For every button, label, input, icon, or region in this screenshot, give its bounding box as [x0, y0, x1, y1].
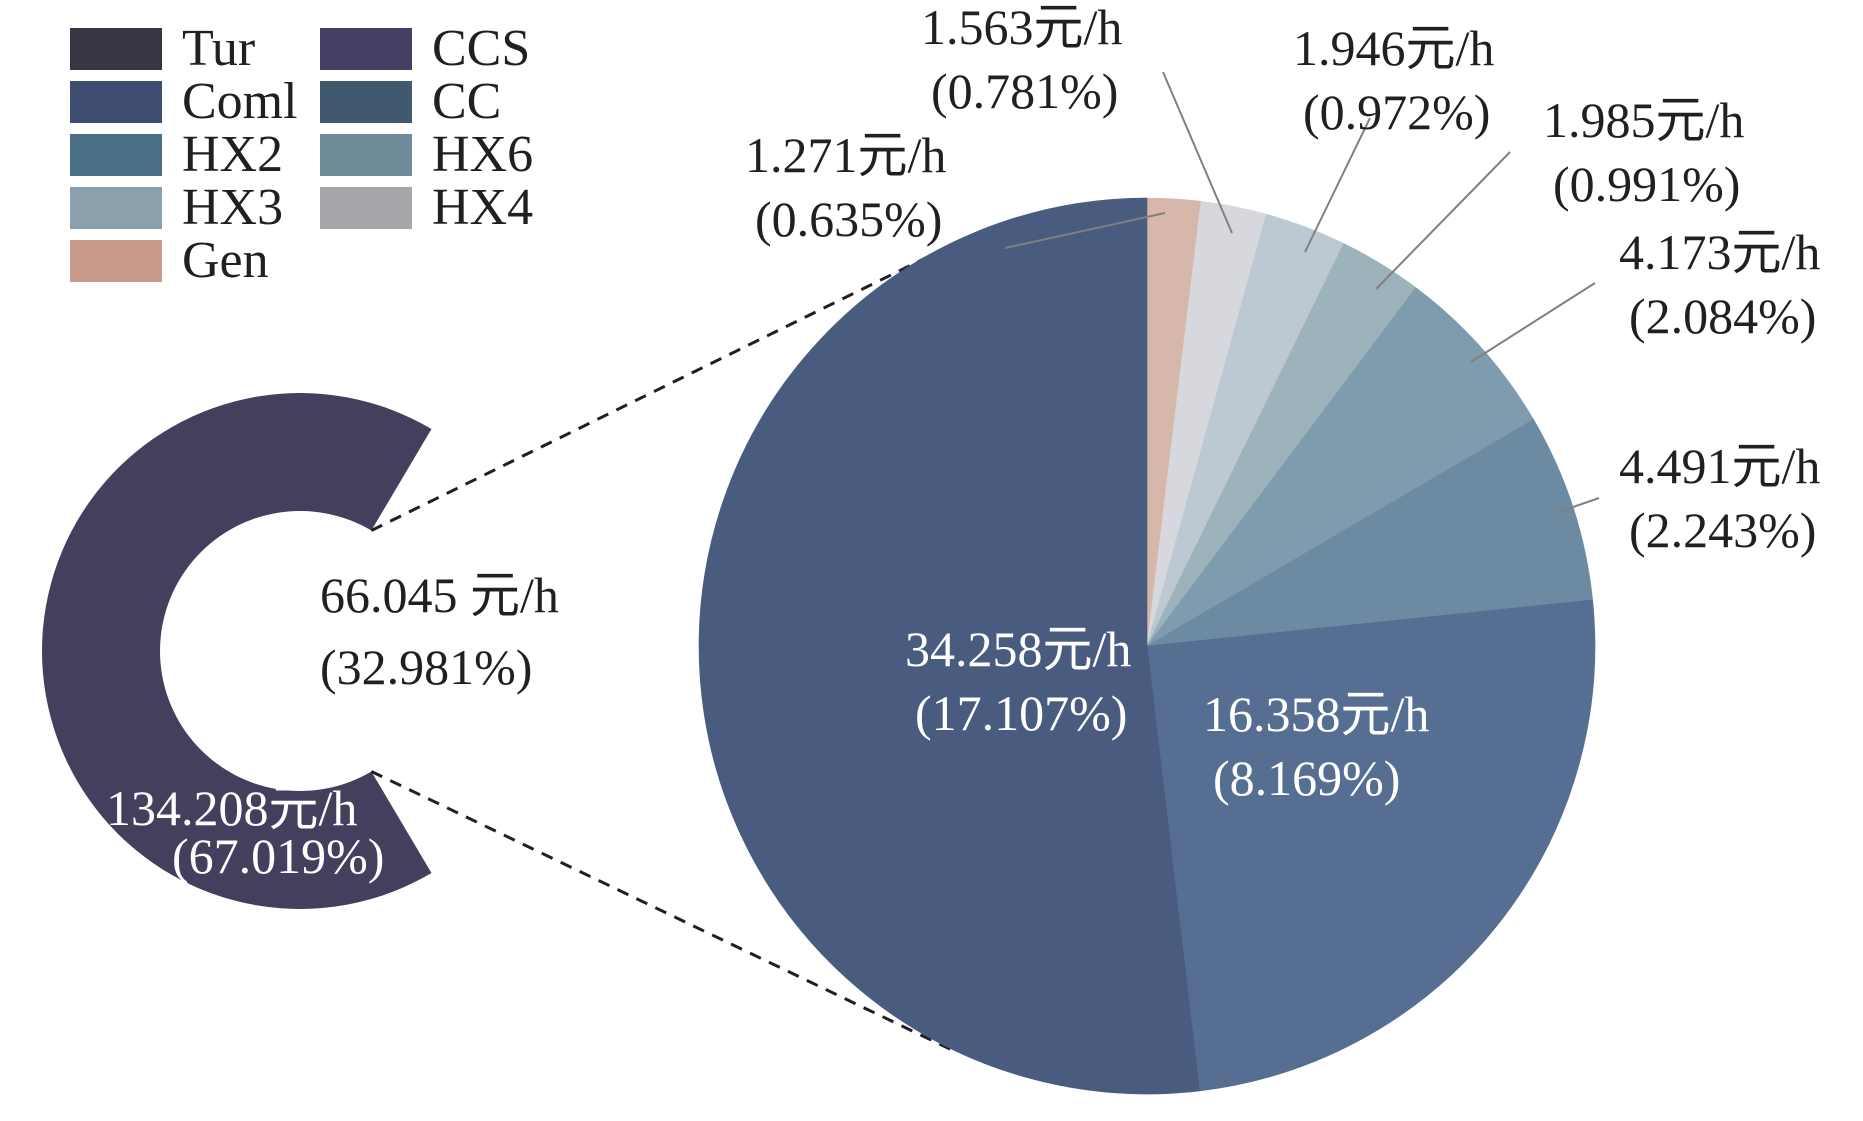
overview-label-value-gap: 66.045 元/h — [320, 567, 559, 623]
label-value-5: 4.173元/h — [1619, 224, 1820, 280]
detail-slice-7 — [1146, 599, 1596, 1092]
label-pct-8: (17.107%) — [915, 685, 1127, 741]
legend-swatch-hx2 — [70, 134, 162, 176]
legend-swatch-gen — [70, 240, 162, 282]
detail-slice-5 — [1146, 287, 1534, 647]
legend-label-hx2: HX2 — [182, 126, 283, 183]
legend-swatch-coml — [70, 81, 162, 123]
legend-label-gen: Gen — [182, 232, 269, 289]
leader-lines — [1004, 71, 1600, 514]
connector-top — [370, 243, 953, 532]
legend-swatch-hx3 — [70, 187, 162, 229]
overview-donut — [41, 392, 432, 909]
leader-2 — [1162, 71, 1233, 234]
legend-swatch-ccs — [320, 28, 412, 70]
legend-label-hx3: HX3 — [182, 179, 283, 236]
label-pct-3: (0.972%) — [1303, 84, 1490, 140]
overview-slice-main — [41, 392, 432, 909]
leader-1 — [1004, 212, 1166, 249]
label-pct-6: (2.243%) — [1629, 502, 1816, 558]
leader-3 — [1304, 117, 1371, 253]
label-value-1: 1.271元/h — [745, 127, 946, 183]
overview-label-value-main: 134.208元/h — [106, 780, 357, 836]
label-value-7: 16.358元/h — [1203, 686, 1429, 742]
label-value-6: 4.491元/h — [1619, 438, 1820, 494]
legend-label-hx6: HX6 — [432, 126, 533, 183]
label-value-4: 1.985元/h — [1543, 92, 1744, 148]
overview-label-pct-gap: (32.981%) — [320, 639, 532, 695]
label-pct-2: (0.781%) — [931, 63, 1118, 119]
legend-label-coml: Coml — [182, 73, 298, 130]
leader-5 — [1470, 282, 1596, 363]
overview-label-pct-main: (67.019%) — [172, 828, 384, 884]
label-value-2: 1.563元/h — [921, 0, 1122, 55]
legend-swatch-hx4 — [320, 187, 412, 229]
detail-slice-8 — [698, 197, 1200, 1095]
label-pct-7: (8.169%) — [1213, 750, 1400, 806]
connector-lines — [370, 243, 953, 1052]
label-pct-4: (0.991%) — [1553, 156, 1740, 212]
legend-swatch-tur — [70, 28, 162, 70]
legend-label-ccs: CCS — [432, 20, 530, 77]
leader-6 — [1555, 497, 1600, 514]
legend-swatch-cc — [320, 81, 412, 123]
legend-swatch-hx6 — [320, 134, 412, 176]
leader-4 — [1375, 151, 1511, 290]
detail-pie — [698, 197, 1596, 1095]
label-value-3: 1.946元/h — [1293, 20, 1494, 76]
legend-label-tur: Tur — [182, 20, 255, 77]
slice-labels: 1.271元/h (0.635%) 1.563元/h (0.781%) 1.946元/h… — [106, 0, 1820, 884]
label-value-8: 34.258元/h — [905, 621, 1131, 677]
label-pct-1: (0.635%) — [755, 191, 942, 247]
connector-bottom — [370, 770, 953, 1052]
legend-label-hx4: HX4 — [432, 179, 533, 236]
legend-label-cc: CC — [432, 73, 501, 130]
legend: Tur CCS Coml CC HX2 HX6 HX3 HX4 Gen — [70, 20, 533, 289]
label-pct-5: (2.084%) — [1629, 288, 1816, 344]
